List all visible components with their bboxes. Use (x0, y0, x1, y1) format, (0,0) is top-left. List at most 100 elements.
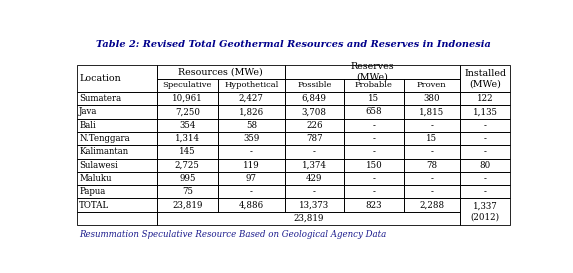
Text: Reserves
(MWe): Reserves (MWe) (351, 63, 394, 82)
Bar (77, 159, 156, 172)
Text: 1,826: 1,826 (239, 108, 264, 117)
Bar (460, 185, 511, 198)
Text: -: - (313, 147, 316, 156)
Text: 2,725: 2,725 (175, 161, 200, 170)
Text: 78: 78 (426, 161, 437, 170)
Bar (403, 118, 460, 132)
Text: 15: 15 (426, 134, 437, 143)
Text: 119: 119 (243, 161, 260, 170)
Bar (460, 92, 511, 105)
Text: 1,815: 1,815 (419, 108, 445, 117)
Text: Sulawesi: Sulawesi (79, 161, 118, 170)
Bar (77, 145, 156, 159)
Text: TOTAL: TOTAL (79, 201, 109, 210)
Text: -: - (372, 147, 375, 156)
Bar (77, 132, 156, 145)
Bar (156, 198, 218, 212)
Bar (285, 105, 344, 118)
Bar (460, 159, 511, 172)
Text: 380: 380 (423, 94, 440, 103)
Bar (77, 212, 156, 225)
Text: 359: 359 (243, 134, 260, 143)
Bar (403, 105, 460, 118)
Text: -: - (484, 174, 486, 183)
Text: -: - (430, 174, 433, 183)
Bar (218, 92, 285, 105)
Text: -: - (250, 187, 253, 196)
Bar (77, 172, 156, 185)
Bar (344, 118, 403, 132)
Text: Possible: Possible (297, 81, 332, 89)
Bar (156, 92, 218, 105)
Bar (77, 198, 156, 212)
Bar (403, 145, 460, 159)
Bar (344, 105, 403, 118)
Text: -: - (484, 121, 486, 130)
Text: 658: 658 (366, 108, 382, 117)
Text: Papua: Papua (79, 187, 105, 196)
Bar (285, 79, 344, 92)
Bar (344, 159, 403, 172)
Text: 226: 226 (306, 121, 323, 130)
Bar (460, 65, 511, 92)
Bar (344, 198, 403, 212)
Bar (460, 172, 511, 185)
Bar (403, 185, 460, 198)
Text: 3,708: 3,708 (302, 108, 327, 117)
Bar (403, 92, 460, 105)
Bar (285, 145, 344, 159)
Text: 23,819: 23,819 (172, 201, 203, 210)
Text: Java: Java (79, 108, 97, 117)
Text: -: - (484, 187, 486, 196)
Text: 6,849: 6,849 (302, 94, 327, 103)
Text: Bali: Bali (79, 121, 96, 130)
Text: 823: 823 (366, 201, 382, 210)
Text: 2,427: 2,427 (239, 94, 264, 103)
Text: 1,374: 1,374 (302, 161, 327, 170)
Bar (344, 132, 403, 145)
Text: -: - (372, 134, 375, 143)
Bar (285, 132, 344, 145)
Bar (156, 105, 218, 118)
Text: Maluku: Maluku (79, 174, 112, 183)
Bar (218, 118, 285, 132)
Bar (156, 65, 285, 79)
Text: Hypothetical: Hypothetical (224, 81, 278, 89)
Text: 58: 58 (246, 121, 257, 130)
Text: -: - (484, 134, 486, 143)
Text: 80: 80 (480, 161, 491, 170)
Bar (218, 105, 285, 118)
Bar (156, 145, 218, 159)
Text: 1,337
(2012): 1,337 (2012) (470, 202, 500, 221)
Bar (218, 159, 285, 172)
Bar (344, 172, 403, 185)
Text: Speculative: Speculative (163, 81, 212, 89)
Bar (77, 65, 156, 92)
Bar (285, 198, 344, 212)
Bar (156, 159, 218, 172)
Bar (218, 172, 285, 185)
Text: 7,250: 7,250 (175, 108, 200, 117)
Bar (77, 118, 156, 132)
Bar (403, 172, 460, 185)
Bar (218, 79, 285, 92)
Bar (285, 172, 344, 185)
Text: 787: 787 (306, 134, 323, 143)
Text: 995: 995 (179, 174, 195, 183)
Text: N.Tenggara: N.Tenggara (79, 134, 130, 143)
Bar (460, 198, 511, 225)
Bar (156, 212, 460, 225)
Text: 23,819: 23,819 (293, 214, 324, 223)
Bar (460, 145, 511, 159)
Bar (460, 118, 511, 132)
Text: Installed
(MWe): Installed (MWe) (464, 69, 506, 88)
Text: 4,886: 4,886 (239, 201, 264, 210)
Text: -: - (250, 147, 253, 156)
Text: Table 2: Revised Total Geothermal Resources and Reserves in Indonesia: Table 2: Revised Total Geothermal Resour… (96, 40, 491, 49)
Bar (460, 132, 511, 145)
Text: 2,288: 2,288 (419, 201, 444, 210)
Bar (403, 79, 460, 92)
Text: 150: 150 (366, 161, 382, 170)
Bar (77, 105, 156, 118)
Text: Kalimantan: Kalimantan (79, 147, 128, 156)
